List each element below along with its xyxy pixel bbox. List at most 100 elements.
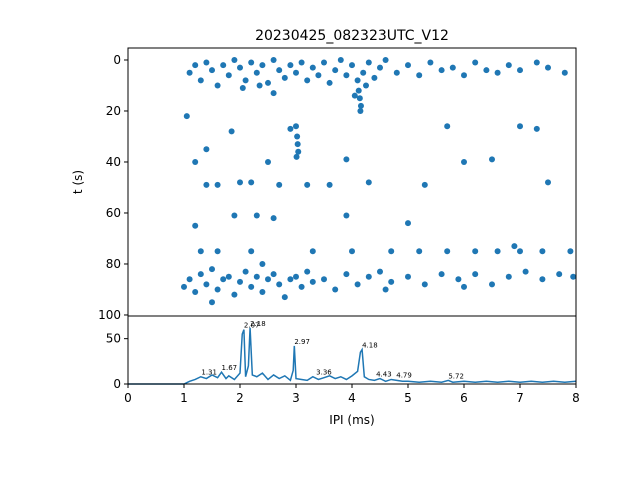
point (382, 286, 389, 293)
point (357, 102, 364, 109)
point (461, 158, 467, 165)
point (214, 248, 221, 255)
point (533, 59, 540, 66)
point (455, 276, 462, 283)
point (343, 271, 350, 278)
point (354, 281, 361, 288)
point (561, 69, 568, 76)
point (197, 271, 204, 278)
point (231, 291, 238, 298)
point (294, 133, 301, 140)
x-tick-label: 1 (180, 391, 188, 405)
point (444, 123, 451, 130)
point (505, 62, 512, 69)
point (220, 62, 227, 69)
point (237, 278, 243, 285)
y-tick-label: 0 (113, 377, 121, 391)
y-tick-label: 50 (106, 332, 121, 346)
point (461, 283, 467, 290)
point (349, 62, 355, 69)
point (237, 179, 243, 186)
point (253, 273, 260, 280)
peak-label: 1.31 (201, 369, 217, 377)
point (449, 64, 456, 71)
point (276, 67, 283, 74)
point (438, 271, 445, 278)
x-tick-label: 0 (124, 391, 132, 405)
point (265, 276, 271, 283)
point (309, 64, 316, 71)
x-tick-label: 3 (292, 391, 300, 405)
x-tick-label: 5 (404, 391, 412, 405)
point (270, 90, 277, 97)
point (343, 72, 350, 79)
point (248, 248, 255, 255)
point (539, 248, 546, 255)
point (293, 273, 299, 280)
point (298, 283, 305, 290)
point (220, 276, 227, 283)
y-tick-label: 20 (106, 104, 121, 118)
point (209, 266, 215, 273)
point (287, 125, 294, 132)
point (360, 69, 367, 76)
point (276, 181, 283, 188)
point (405, 62, 411, 69)
point (326, 181, 333, 188)
peak-label: 1.67 (222, 364, 238, 372)
point (265, 158, 271, 165)
histogram-line (128, 327, 577, 385)
x-tick-label: 6 (460, 391, 468, 405)
point (388, 248, 395, 255)
point (416, 72, 423, 79)
point (472, 59, 479, 66)
x-tick-label: 4 (348, 391, 356, 405)
point (214, 82, 221, 89)
point (365, 59, 372, 66)
point (332, 286, 339, 293)
point (192, 289, 199, 296)
point (181, 283, 187, 290)
point (337, 56, 344, 63)
peak-label: 5.72 (448, 372, 464, 380)
point (556, 271, 563, 278)
point (228, 128, 235, 135)
x-axis-label: IPI (ms) (329, 413, 374, 427)
point (293, 153, 300, 160)
point (489, 281, 495, 288)
point (197, 77, 204, 84)
point (259, 260, 266, 267)
point (354, 77, 361, 84)
point (287, 276, 294, 283)
axes-frame (127, 315, 577, 385)
peak-label: 2.18 (250, 320, 266, 328)
point (231, 56, 238, 63)
point (461, 72, 467, 79)
point (209, 67, 215, 74)
point (203, 181, 210, 188)
point (545, 64, 551, 71)
point (388, 278, 395, 285)
point (248, 283, 255, 290)
point (192, 222, 199, 229)
point (371, 74, 378, 81)
point (511, 243, 518, 250)
point (405, 220, 411, 227)
point (382, 56, 389, 63)
y-tick-label: 0 (113, 53, 121, 67)
point (248, 59, 255, 66)
point (421, 281, 428, 288)
point (533, 125, 540, 132)
point (539, 276, 546, 283)
peak-label: 3.36 (316, 369, 332, 377)
point (294, 141, 301, 148)
point (489, 156, 495, 163)
point (332, 67, 339, 74)
point (248, 179, 255, 186)
point (270, 215, 277, 222)
point (416, 248, 423, 255)
point (192, 62, 199, 69)
point (351, 92, 358, 99)
point (242, 77, 249, 84)
point (270, 56, 277, 63)
